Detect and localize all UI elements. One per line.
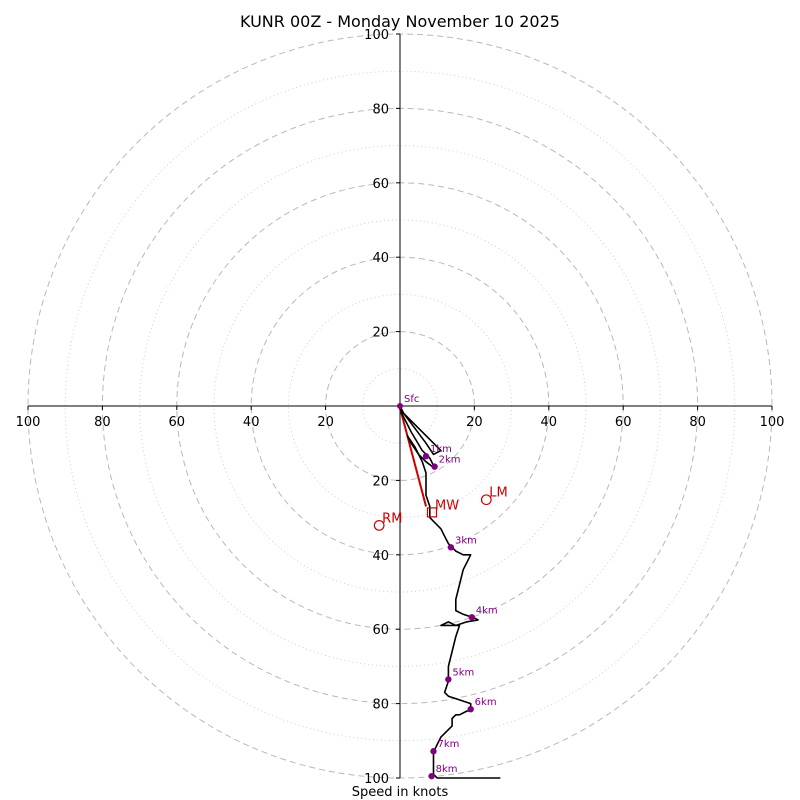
x-tick-label: 20 — [317, 415, 334, 430]
storm-motion-label: MW — [435, 498, 459, 513]
km-marker-label: 8km — [436, 764, 458, 775]
y-tick-label: 100 — [364, 772, 389, 787]
km-marker-label: 6km — [475, 697, 497, 708]
storm-motion-marker — [480, 494, 492, 506]
x-axis-label: Speed in knots — [352, 785, 449, 800]
storm-motion-label: LM — [489, 486, 507, 501]
km-marker-label: 2km — [439, 455, 461, 466]
km-marker-dot — [447, 544, 455, 551]
storm-motion-markers: LM MW RM — [373, 486, 508, 531]
y-tick-label: 20 — [372, 474, 389, 489]
shear-line — [399, 407, 428, 507]
y-tick-label: 40 — [372, 549, 389, 564]
x-tick-label: 100 — [760, 415, 785, 430]
km-marker-label: 1km — [430, 444, 452, 455]
y-tick-label: 40 — [372, 251, 389, 266]
x-tick-label: 80 — [689, 415, 706, 430]
x-tick-label: 20 — [466, 415, 483, 430]
y-tick-label: 60 — [372, 177, 389, 192]
km-marker-dot — [428, 772, 435, 780]
y-tick-label: 80 — [372, 698, 389, 713]
x-tick-label: 100 — [16, 415, 41, 430]
x-tick-label: 60 — [169, 415, 186, 430]
x-tick-label: 80 — [94, 415, 111, 430]
x-tick-label: 40 — [243, 415, 260, 430]
tick-labels: 100 80 60 40 20 20 40 60 80 100 20 40 60 80 100 20 40 60 8… — [16, 28, 785, 787]
storm-motion-marker — [373, 520, 385, 531]
km-marker-dot — [397, 403, 403, 409]
chart-title: KUNR 00Z - Monday November 10 2025 — [240, 12, 560, 31]
x-tick-label: 60 — [615, 415, 632, 430]
y-tick-label: 100 — [364, 28, 389, 43]
km-marker-dot — [468, 614, 475, 621]
km-marker-label: 3km — [455, 535, 477, 546]
km-marker-dot — [431, 463, 438, 470]
km-marker-dot — [430, 748, 437, 755]
km-marker-label: 4km — [476, 605, 498, 616]
storm-motion-label: RM — [382, 511, 402, 526]
y-tick-label: 60 — [372, 623, 389, 638]
km-marker-label: 7km — [437, 739, 459, 750]
x-tick-label: 40 — [541, 415, 558, 430]
km-marker-label: 5km — [452, 667, 474, 678]
storm-motion-marker — [426, 507, 438, 518]
shear-vector — [399, 407, 428, 507]
y-tick-label: 20 — [372, 326, 389, 341]
km-marker-dot — [445, 676, 452, 683]
y-tick-label: 80 — [372, 102, 389, 117]
km-marker-label: Sfc — [404, 394, 419, 405]
km-marker-dot — [467, 705, 474, 713]
km-marker-dot — [422, 453, 430, 460]
